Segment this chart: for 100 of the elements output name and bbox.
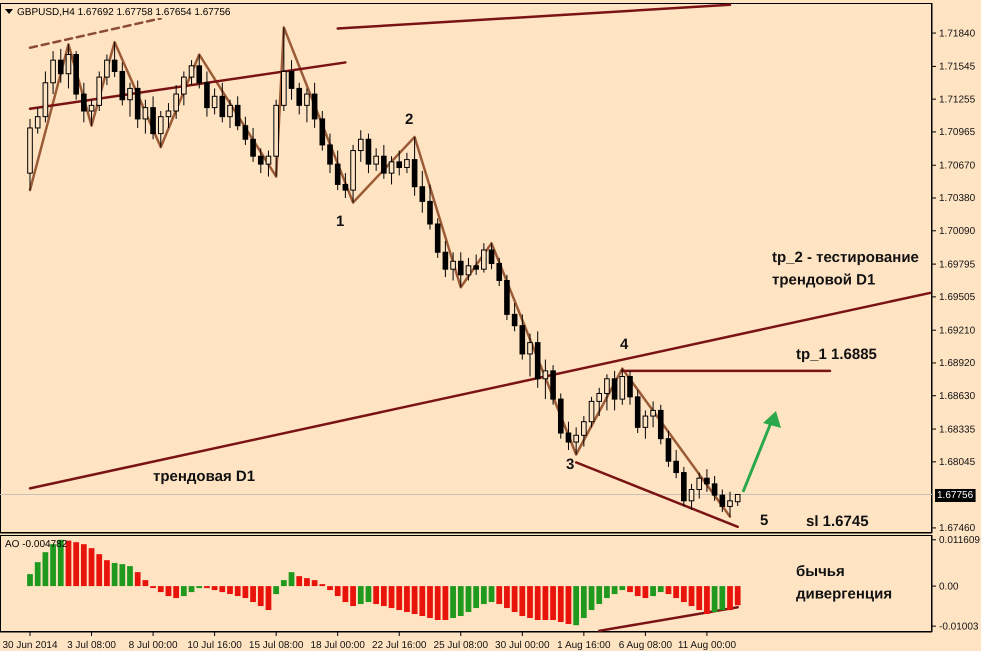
candlestick [181, 70, 187, 106]
candlestick [666, 430, 672, 468]
candlestick [688, 483, 694, 510]
y-tick-label: -0.01003 [939, 621, 979, 632]
x-tick-label: 8 Jul 00:00 [128, 640, 178, 651]
bar [573, 586, 580, 626]
bar [650, 586, 656, 596]
bar [634, 586, 641, 596]
y-tick-label: 1.69795 [939, 259, 976, 270]
y-tick-label: 1.71545 [939, 62, 976, 73]
bar [727, 586, 733, 610]
x-tick-label: 18 Jul 00:00 [310, 640, 366, 651]
y-tick-label: 1.71840 [939, 28, 976, 40]
candlestick [166, 102, 172, 128]
bar [627, 586, 633, 592]
candlestick [81, 82, 87, 123]
bar [388, 586, 394, 608]
candlestick [642, 410, 648, 440]
candlestick [188, 60, 194, 86]
candlestick [673, 449, 679, 479]
bar [704, 586, 710, 614]
x-tick-label: 10 Jul 16:00 [187, 640, 242, 651]
bar [642, 586, 648, 598]
candlestick [420, 170, 426, 214]
bar [466, 586, 472, 612]
bar [527, 586, 533, 618]
candlestick [334, 150, 340, 191]
candlestick [566, 421, 572, 450]
candlestick [542, 359, 548, 400]
annotation: tp_2 - тестирование трендовой D1 [772, 249, 919, 288]
x-tick-label: 11 Aug 00:00 [678, 640, 736, 651]
y-tick-label: 1.68920 [939, 358, 976, 370]
candlestick [288, 60, 294, 100]
bar [288, 572, 294, 586]
candlestick [327, 133, 333, 174]
candlestick [588, 396, 594, 428]
candlestick [573, 426, 579, 455]
bar [127, 566, 133, 586]
y-tick-label: 1.69210 [939, 325, 976, 336]
candlestick [112, 42, 118, 78]
x-tick-label: 6 Aug 08:00 [618, 640, 673, 651]
candlestick [496, 257, 502, 287]
bar [680, 586, 687, 602]
candlestick [720, 489, 726, 513]
bar [534, 586, 541, 620]
bar [96, 554, 102, 586]
bar [234, 586, 241, 596]
bar [734, 586, 741, 606]
candlestick [388, 156, 394, 185]
candlestick [620, 368, 626, 406]
bar [450, 586, 456, 618]
candlestick [450, 252, 456, 281]
candlestick [396, 150, 402, 176]
ref-line-label: 1.67756 [937, 490, 974, 501]
bar [458, 586, 464, 616]
candlestick [704, 468, 710, 492]
bar [396, 586, 402, 610]
annotation: бычья дивергенция [796, 563, 892, 602]
candlestick [627, 370, 633, 406]
bar [558, 586, 564, 622]
bar [358, 586, 364, 604]
bar [104, 560, 110, 586]
candlestick [258, 148, 264, 174]
bar [696, 586, 702, 610]
candlestick [527, 333, 533, 378]
bar [66, 540, 72, 586]
annotation: 3 [566, 456, 574, 473]
candlestick [173, 84, 179, 120]
bar [34, 562, 41, 586]
candlestick [727, 491, 733, 518]
bar [180, 586, 187, 596]
candlestick [227, 99, 233, 128]
annotation: 4 [620, 336, 629, 353]
bar [488, 586, 494, 602]
chart-title: GBPUSD,H4 1.67692 1.67758 1.67654 1.67756 [17, 7, 231, 18]
candlestick [596, 387, 602, 417]
candlestick [142, 99, 148, 134]
bar [380, 586, 387, 606]
bar [596, 586, 602, 604]
annotation: 5 [760, 512, 768, 529]
bar [588, 586, 594, 610]
bar [619, 586, 626, 590]
bar [112, 562, 118, 586]
bar [688, 586, 694, 606]
bar [80, 544, 87, 586]
bar [666, 586, 672, 594]
candlestick [88, 99, 94, 126]
candlestick [212, 88, 218, 115]
annotation: tp_1 1.6885 [796, 346, 877, 363]
bar [566, 586, 572, 624]
candlestick [734, 494, 740, 506]
y-tick-label: 1.70965 [939, 127, 976, 138]
candlestick [242, 116, 248, 146]
candlestick [234, 96, 240, 131]
annotation: 2 [405, 111, 414, 128]
y-tick-label: 1.67460 [939, 523, 976, 534]
candlestick [58, 48, 64, 84]
y-tick-label: 1.69505 [939, 292, 976, 304]
candlestick [296, 82, 302, 115]
candlestick [66, 44, 72, 89]
